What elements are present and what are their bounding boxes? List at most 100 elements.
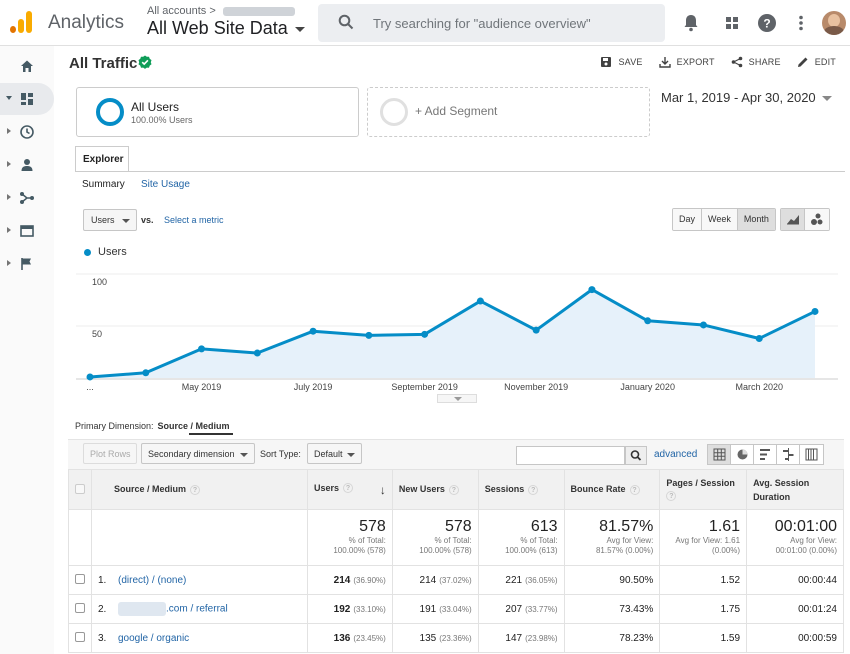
tab-summary[interactable]: Summary — [82, 179, 125, 190]
source-link[interactable]: .com / referral — [166, 603, 228, 615]
x-tick-label: September 2019 — [391, 382, 458, 392]
period-week-button[interactable]: Week — [702, 209, 738, 230]
sort-type-value: Default — [314, 449, 343, 459]
row-checkbox[interactable] — [75, 602, 85, 613]
data-point — [309, 327, 317, 335]
line-chart-icon — [787, 215, 799, 225]
dashboard-icon — [21, 93, 33, 105]
help-icon[interactable]: ? — [190, 484, 201, 495]
help-icon[interactable]: ? — [629, 484, 640, 495]
source-cell: 2. .com / referral — [91, 594, 308, 624]
new-users-cell: 135 (23.36%) — [391, 623, 479, 653]
date-range-picker[interactable]: Mar 1, 2019 - Apr 30, 2020 — [661, 90, 832, 105]
search-icon — [338, 14, 354, 30]
select-metric-link[interactable]: Select a metric — [164, 215, 224, 225]
segment-all-users[interactable]: All Users 100.00% Users — [76, 87, 359, 137]
export-button[interactable]: EXPORT — [658, 56, 715, 68]
primary-dimension-label: Primary Dimension: — [75, 421, 154, 431]
new-users-value: 191 — [419, 603, 437, 615]
sidebar-item-customization[interactable] — [0, 83, 54, 115]
totals-note: % of Total: — [434, 536, 472, 545]
source-link[interactable]: (direct) / (none) — [118, 574, 187, 586]
view-pivot-button[interactable] — [800, 445, 823, 464]
sidebar-item-conversions[interactable] — [0, 248, 54, 280]
apps-grid-icon[interactable] — [721, 12, 743, 34]
sidebar-item-behavior[interactable] — [0, 215, 54, 247]
row-index: 3. — [98, 632, 107, 644]
metric-select-label: Users — [91, 215, 115, 225]
column-users[interactable]: Users? ↓ — [306, 469, 393, 510]
secondary-dimension-select[interactable]: Secondary dimension — [141, 443, 255, 464]
plot-rows-button[interactable]: Plot Rows — [83, 443, 137, 464]
data-table: Source / Medium? Users? ↓ New Users? Sess… — [68, 469, 844, 653]
view-comparison-button[interactable] — [777, 445, 800, 464]
x-tick-label: November 2019 — [504, 382, 568, 392]
add-segment-label: + Add Segment — [415, 104, 498, 118]
users-line-chart[interactable]: 100 50... May 2019 July 2019 September 2019 N… — [76, 262, 838, 396]
account-breadcrumb[interactable]: All accounts > — [147, 5, 216, 17]
sidebar-item-acquisition[interactable] — [0, 182, 54, 214]
column-source-medium[interactable]: Source / Medium? — [91, 469, 308, 510]
help-icon[interactable]: ? — [666, 491, 677, 501]
help-icon[interactable]: ? — [448, 484, 459, 495]
sidebar-item-realtime[interactable] — [0, 116, 54, 148]
help-icon[interactable]: ? — [343, 483, 353, 494]
notifications-icon[interactable] — [680, 12, 702, 34]
legend-users-label: Users — [98, 246, 127, 258]
column-bounce-rate[interactable]: Bounce Rate? — [563, 469, 661, 510]
save-button[interactable]: SAVE — [600, 56, 642, 68]
period-day-button[interactable]: Day — [673, 209, 703, 230]
new-users-pct: (23.36%) — [439, 633, 472, 643]
comparison-icon — [783, 448, 794, 461]
table-filter-input[interactable] — [516, 446, 625, 465]
sort-type-select[interactable]: Default — [307, 443, 362, 464]
primary-dimension-value[interactable]: Source / Medium — [157, 421, 230, 431]
chart-resize-handle[interactable] — [437, 394, 477, 403]
period-month-button[interactable]: Month — [737, 209, 775, 230]
select-all-checkbox[interactable] — [75, 483, 85, 494]
column-users-label: Users — [313, 482, 339, 493]
row-checkbox[interactable] — [75, 573, 85, 584]
y-tick-label: 50 — [92, 329, 102, 339]
data-point — [588, 286, 596, 294]
metric-select[interactable]: Users — [83, 209, 137, 231]
column-pages-session[interactable]: Pages / Session? — [659, 469, 748, 510]
sessions-pct: (33.77%) — [525, 604, 558, 614]
sidebar-item-home[interactable] — [0, 50, 54, 82]
view-performance-button[interactable] — [754, 445, 777, 464]
users-pct: (23.45%) — [353, 633, 386, 643]
avatar[interactable] — [822, 11, 846, 35]
edit-button[interactable]: EDIT — [797, 56, 836, 68]
view-table-button[interactable] — [708, 445, 731, 464]
totals-avg-duration-value: 00:01:00 — [774, 518, 837, 535]
x-tick-label: January 2020 — [620, 382, 675, 392]
help-icon[interactable]: ? — [528, 484, 539, 495]
view-selector[interactable]: All Web Site Data — [147, 18, 305, 39]
sidebar — [0, 46, 54, 654]
view-pie-button[interactable] — [731, 445, 754, 464]
row-checkbox[interactable] — [75, 631, 85, 642]
share-button[interactable]: SHARE — [731, 56, 781, 68]
help-icon[interactable]: ? — [756, 12, 778, 34]
bounce-rate-cell: 90.50% — [563, 565, 661, 595]
tab-explorer[interactable]: Explorer — [75, 146, 129, 172]
more-vert-icon[interactable] — [790, 12, 812, 34]
line-chart-button[interactable] — [781, 209, 805, 230]
advanced-filter-link[interactable]: advanced — [654, 449, 698, 460]
column-avg-duration[interactable]: Avg. Session Duration — [746, 469, 844, 510]
x-tick-label: July 2019 — [294, 382, 333, 392]
select-all-header[interactable] — [68, 469, 92, 510]
motion-chart-button[interactable] — [805, 209, 829, 230]
analytics-logo-icon[interactable] — [10, 11, 32, 33]
account-name-redacted — [223, 7, 295, 16]
table-filter-button[interactable] — [625, 446, 647, 465]
acquisition-icon — [20, 192, 34, 204]
source-link[interactable]: google / organic — [118, 632, 190, 644]
add-segment-button[interactable]: + Add Segment — [367, 87, 650, 137]
sidebar-item-audience[interactable] — [0, 149, 54, 181]
column-new-users[interactable]: New Users? — [391, 469, 479, 510]
search-input[interactable]: Try searching for "audience overview" — [318, 4, 665, 42]
column-sessions[interactable]: Sessions? — [477, 469, 565, 510]
export-icon — [658, 57, 671, 68]
tab-site-usage[interactable]: Site Usage — [141, 179, 190, 190]
